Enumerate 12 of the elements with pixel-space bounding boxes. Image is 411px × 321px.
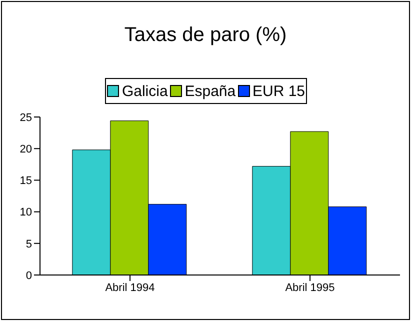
x-tick-label: Abril 1994 [105, 282, 155, 294]
y-tick-label: 5 [26, 238, 32, 250]
legend-label: EUR 15 [252, 82, 306, 100]
y-tick-label: 25 [20, 112, 32, 124]
legend-label: España [184, 82, 236, 100]
legend-label: Galicia [120, 82, 168, 100]
x-tick-label: Abril 1995 [285, 282, 335, 294]
y-tick-label: 20 [20, 144, 32, 156]
y-tick-label: 0 [26, 270, 32, 282]
chart-title: Taxas de paro (%) [123, 24, 288, 47]
y-tick-label: 10 [20, 206, 32, 219]
y-tick-label: 15 [20, 175, 32, 188]
